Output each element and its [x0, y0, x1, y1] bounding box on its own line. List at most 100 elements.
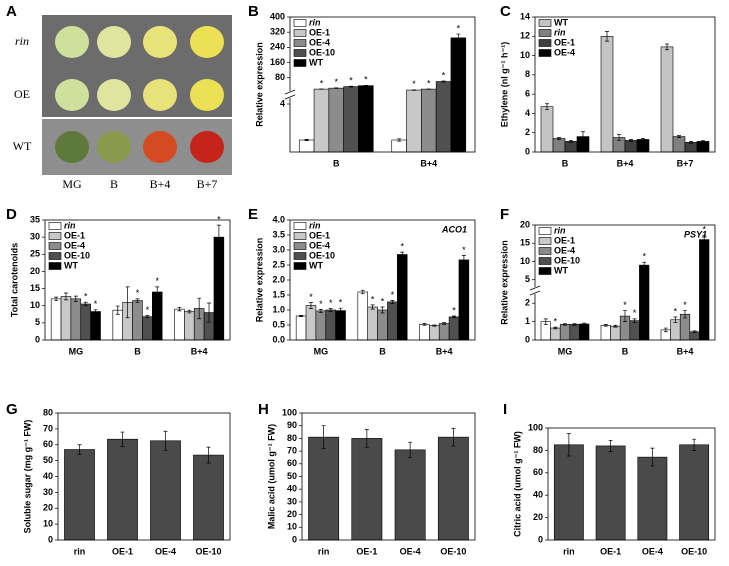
legend-swatch	[293, 39, 307, 47]
error-bar	[563, 323, 567, 326]
legend-label: OE-10	[309, 250, 335, 260]
error-bar	[692, 330, 697, 333]
error-bar	[451, 427, 456, 447]
bar	[367, 306, 378, 341]
panel-letter: D	[6, 206, 17, 223]
column-label: B+4	[150, 177, 171, 191]
legend-swatch	[48, 252, 62, 260]
row-label: WT	[13, 139, 32, 153]
legend-swatch	[538, 19, 552, 27]
bar	[396, 254, 408, 341]
panel-letter: G	[6, 401, 18, 418]
significance-mark: *	[84, 292, 88, 302]
frame	[534, 224, 716, 341]
panel-letter: H	[258, 401, 269, 418]
error-bar	[608, 439, 613, 452]
error-bar	[566, 433, 571, 457]
panel-letter: I	[503, 401, 507, 418]
y-tick-label: 40	[287, 484, 297, 494]
error-bar	[349, 85, 354, 88]
x-tick-label: rin	[563, 546, 575, 556]
bar	[351, 438, 383, 541]
error-bar	[63, 292, 68, 301]
y-tick-label: 80	[275, 72, 285, 82]
legend-swatch	[293, 232, 307, 240]
legend-label: OE-4	[309, 37, 330, 47]
significance-mark: *	[400, 241, 404, 251]
legend-label: OE-4	[554, 47, 575, 57]
y-tick-label: 70	[43, 423, 53, 433]
error-bar	[569, 140, 573, 143]
significance-mark: *	[442, 70, 446, 80]
fruit	[97, 79, 131, 111]
legend-label: rin	[309, 17, 321, 27]
y-axis-label: Ethylene (nl g⁻¹ h⁻¹)	[499, 42, 509, 128]
x-tick-label: MG	[558, 346, 573, 356]
error-bar	[677, 135, 681, 138]
x-tick-label: MG	[69, 346, 84, 356]
error-bar	[432, 324, 437, 327]
error-bar	[390, 300, 395, 304]
bar	[298, 139, 315, 153]
fruit	[55, 131, 89, 163]
y-tick-label: 240	[270, 42, 285, 52]
y-tick-label: 20	[30, 266, 40, 276]
bar	[636, 139, 650, 153]
x-tick-label: MG	[314, 346, 329, 356]
y-tick-label: 3.5	[272, 229, 285, 239]
bar	[600, 35, 614, 153]
bar	[60, 296, 72, 341]
y-tick-label: 6	[525, 89, 530, 99]
y-tick-label: 80	[533, 445, 543, 455]
bar	[629, 320, 640, 341]
error-bar	[650, 447, 655, 467]
bar	[579, 323, 590, 341]
significance-mark: *	[623, 300, 627, 310]
significance-mark: *	[633, 308, 637, 318]
bar	[660, 46, 674, 153]
y-tick-label: 1.5	[272, 289, 285, 299]
fruit	[143, 79, 177, 111]
error-bar	[77, 444, 82, 455]
bar	[193, 454, 224, 541]
bar	[438, 323, 450, 341]
y-tick-label: 15	[30, 283, 40, 293]
error-bar	[623, 310, 627, 322]
y-tick-label: 1	[525, 316, 530, 326]
bar	[569, 324, 580, 341]
x-tick-label: OE-1	[600, 546, 621, 556]
panel-letter: C	[500, 3, 511, 20]
y-tick-label: 5	[35, 317, 40, 327]
error-bar	[665, 43, 669, 51]
bar	[335, 310, 346, 341]
panel-letter: A	[6, 3, 17, 20]
legend-label: OE-1	[309, 27, 330, 37]
bar	[672, 136, 686, 153]
error-bar	[632, 318, 637, 323]
frame	[57, 412, 231, 541]
error-bar	[701, 140, 705, 143]
bar	[107, 438, 138, 541]
legend-swatch	[538, 39, 552, 47]
significance-mark: *	[412, 79, 416, 89]
fruit	[97, 26, 131, 58]
bar	[559, 324, 571, 341]
significance-mark: *	[462, 245, 466, 255]
fruit	[55, 26, 89, 58]
y-tick-label: 2	[525, 127, 530, 137]
error-bar	[207, 302, 212, 323]
x-tick-label: B+4	[191, 346, 208, 356]
error-bar	[177, 307, 182, 312]
y-axis-label: Relative expression	[254, 42, 264, 127]
y-tick-label: 0	[48, 534, 53, 544]
bar	[391, 139, 407, 153]
x-tick-label: OE-10	[440, 546, 466, 556]
legend-swatch	[48, 232, 62, 240]
bar	[639, 264, 650, 341]
bar	[90, 311, 101, 341]
bar	[313, 88, 330, 153]
error-bar	[360, 289, 365, 295]
y-tick-label: 0	[525, 334, 530, 344]
error-bar	[328, 308, 333, 312]
error-bar	[456, 33, 461, 43]
